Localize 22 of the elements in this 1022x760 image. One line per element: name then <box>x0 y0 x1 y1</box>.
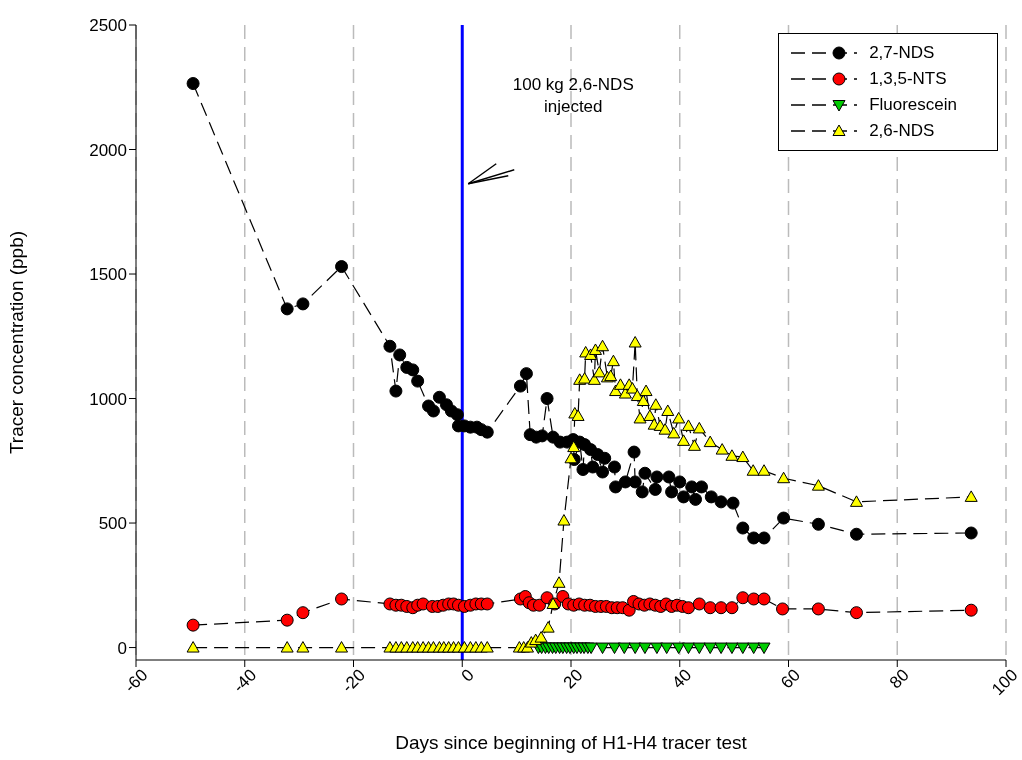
legend-label: 2,6-NDS <box>869 121 935 141</box>
x-tick-label: -60 <box>120 665 152 697</box>
legend-label: Fluorescein <box>869 95 957 115</box>
y-axis-title: Tracer concentration (ppb) <box>5 230 27 455</box>
annotation: 100 kg 2,6-NDS injected <box>511 73 635 118</box>
x-tick-label: 0 <box>457 665 478 686</box>
x-axis-title: Days since beginning of H1-H4 tracer test <box>395 732 748 753</box>
y-tick-label: 1000 <box>89 389 127 409</box>
x-tick-label: 60 <box>777 665 805 693</box>
y-tick-label: 2500 <box>89 16 127 36</box>
legend-label: 1,3,5-NTS <box>869 69 947 89</box>
y-tick-label: 2000 <box>89 140 127 160</box>
y-tick-label: 1500 <box>89 265 127 285</box>
x-tick-label: 20 <box>559 665 587 693</box>
x-tick-label: 80 <box>885 665 913 693</box>
y-tick-label: 500 <box>98 514 127 534</box>
x-tick-label: -40 <box>229 665 261 697</box>
x-tick-label: 40 <box>668 665 696 693</box>
x-tick-label: 100 <box>988 665 1022 699</box>
legend-label: 2,7-NDS <box>869 43 935 63</box>
x-tick-label: -20 <box>338 665 370 697</box>
y-tick-label: 0 <box>117 638 127 658</box>
